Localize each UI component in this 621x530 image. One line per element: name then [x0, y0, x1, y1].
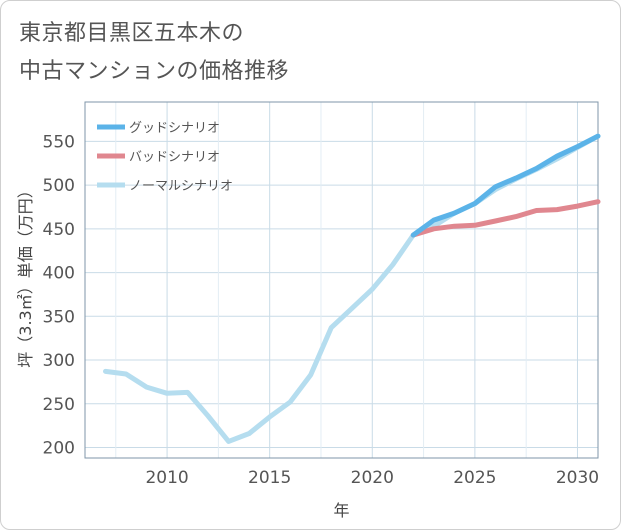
- series-line-bad: [410, 199, 601, 238]
- legend-label: バッドシナリオ: [129, 150, 220, 165]
- y-tick-label: 500: [43, 176, 75, 196]
- x-tick-label: 2015: [248, 468, 291, 488]
- x-tick-label: 2010: [145, 468, 188, 488]
- series-line-good: [410, 133, 601, 238]
- legend-label: ノーマルシナリオ: [129, 179, 233, 194]
- x-tick-label: 2025: [453, 468, 496, 488]
- y-tick-label: 300: [43, 351, 75, 371]
- x-axis-ticks: 2010 2015 2020 2025 2030: [145, 468, 599, 488]
- chart-title-line-1: 東京都目黒区五本木の: [19, 21, 245, 46]
- y-tick-label: 550: [43, 132, 75, 152]
- y-tick-label: 400: [43, 264, 75, 284]
- plot-area: [84, 101, 599, 459]
- chart-title-line-2: 中古マンションの価格推移: [19, 59, 290, 84]
- y-axis-ticks: 200 250 300 350 400 450 500 550: [43, 132, 75, 458]
- grid: [85, 102, 598, 458]
- series-lines: [103, 133, 601, 444]
- y-tick-label: 350: [43, 307, 75, 327]
- x-tick-label: 2020: [351, 468, 394, 488]
- y-tick-label: 450: [43, 220, 75, 240]
- y-tick-label: 200: [43, 439, 75, 459]
- x-tick-label: 2030: [556, 468, 599, 488]
- x-axis-title: 年: [333, 501, 349, 520]
- y-tick-label: 250: [43, 395, 75, 415]
- y-axis-title: 坪（3.3㎡）単価（万円）: [16, 182, 35, 367]
- legend-label: グッドシナリオ: [129, 121, 220, 136]
